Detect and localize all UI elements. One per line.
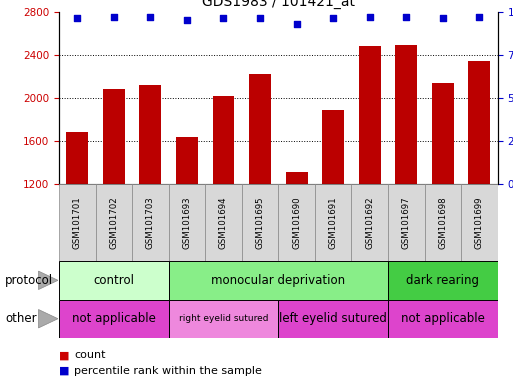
Text: monocular deprivation: monocular deprivation (211, 274, 345, 287)
Text: ■: ■ (59, 366, 69, 376)
Bar (103, 89, 125, 314)
Text: GSM101698: GSM101698 (438, 196, 447, 249)
Bar (205, 184, 242, 261)
Bar (388, 261, 498, 300)
Bar (66, 132, 88, 314)
Text: ■: ■ (59, 350, 69, 360)
Text: GSM101692: GSM101692 (365, 196, 374, 249)
Bar (169, 184, 205, 261)
Text: GSM101699: GSM101699 (475, 197, 484, 249)
Bar (468, 61, 490, 314)
Point (73, 15, 82, 22)
Bar (242, 184, 278, 261)
Bar (132, 184, 169, 261)
Bar (169, 300, 278, 338)
Bar (395, 45, 417, 314)
Text: GSM101690: GSM101690 (292, 196, 301, 249)
Bar (176, 137, 198, 314)
Text: not applicable: not applicable (72, 312, 156, 325)
Point (256, 15, 264, 22)
Bar (249, 74, 271, 314)
Title: GDS1983 / 101421_at: GDS1983 / 101421_at (202, 0, 355, 9)
Point (402, 14, 410, 20)
Text: GSM101693: GSM101693 (183, 196, 191, 249)
Text: GSM101695: GSM101695 (255, 196, 265, 249)
Text: protocol: protocol (5, 274, 53, 287)
Bar (322, 110, 344, 314)
Bar (388, 184, 424, 261)
Point (329, 15, 337, 22)
Text: right eyelid sutured: right eyelid sutured (179, 314, 268, 323)
Bar (461, 184, 498, 261)
Point (146, 14, 154, 20)
Point (110, 14, 118, 20)
Bar (59, 184, 95, 261)
Bar (286, 172, 307, 314)
Bar (315, 184, 351, 261)
Bar (59, 261, 169, 300)
Point (292, 20, 301, 27)
Point (475, 14, 483, 20)
Text: not applicable: not applicable (401, 312, 485, 325)
Text: control: control (93, 274, 134, 287)
Bar (278, 300, 388, 338)
Bar (351, 184, 388, 261)
Text: dark rearing: dark rearing (406, 274, 479, 287)
Text: GSM101701: GSM101701 (73, 196, 82, 249)
Bar (59, 300, 169, 338)
Bar (278, 184, 315, 261)
Text: count: count (74, 350, 106, 360)
Bar (432, 83, 453, 314)
Text: GSM101697: GSM101697 (402, 196, 411, 249)
Text: other: other (5, 312, 37, 325)
Bar (424, 184, 461, 261)
Text: left eyelid sutured: left eyelid sutured (279, 312, 387, 325)
Text: GSM101703: GSM101703 (146, 196, 155, 249)
Point (439, 15, 447, 22)
Bar (359, 46, 381, 314)
Text: GSM101702: GSM101702 (109, 196, 119, 249)
Text: GSM101694: GSM101694 (219, 196, 228, 249)
Bar (95, 184, 132, 261)
Point (220, 15, 228, 22)
Bar (140, 85, 161, 314)
Point (183, 17, 191, 23)
Text: percentile rank within the sample: percentile rank within the sample (74, 366, 262, 376)
Text: GSM101691: GSM101691 (329, 196, 338, 249)
Bar (388, 300, 498, 338)
Bar (212, 96, 234, 314)
Polygon shape (38, 271, 58, 290)
Polygon shape (38, 310, 58, 328)
Point (366, 14, 374, 20)
Bar (169, 261, 388, 300)
